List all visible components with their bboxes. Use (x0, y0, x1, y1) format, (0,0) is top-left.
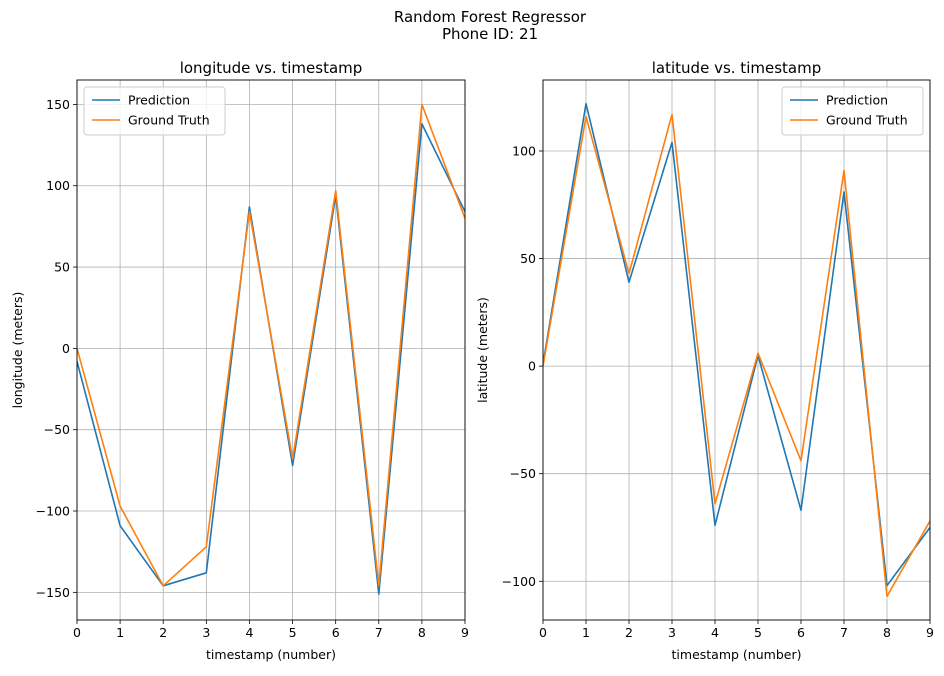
y-tick-label: −50 (44, 422, 70, 437)
y-tick-label: 0 (62, 341, 70, 356)
latitude-chart: 0 1 2 3 4 5 6 7 8 9 −100 −50 0 50 100 latitude vs. time… (475, 59, 934, 662)
x-tick-label: 0 (539, 625, 547, 640)
x-tick-label: 1 (582, 625, 590, 640)
y-tick-label: 50 (54, 260, 70, 275)
suptitle-line-2: Phone ID: 21 (442, 25, 538, 43)
legend-box (781, 86, 924, 136)
x-tick-label: 2 (159, 625, 167, 640)
suptitle-line-1: Random Forest Regressor (394, 8, 587, 26)
y-tick-label: −100 (502, 574, 536, 589)
x-tick-label: 3 (202, 625, 210, 640)
x-axis-label: timestamp (number) (206, 647, 336, 662)
x-tick-label: 8 (418, 625, 426, 640)
y-axis-label: latitude (meters) (475, 297, 490, 403)
x-tick-label: 9 (461, 625, 469, 640)
x-tick-label: 8 (883, 625, 891, 640)
legend-box (83, 86, 226, 136)
series-line-prediction (77, 123, 465, 595)
y-tick-label: 50 (520, 251, 536, 266)
x-tick-label: 7 (840, 625, 848, 640)
x-tick-label: 6 (332, 625, 340, 640)
x-tick-label: 5 (754, 625, 762, 640)
longitude-chart: 0 1 2 3 4 5 6 7 8 9 −150 −100 −50 0 50 100 150 longitude … (10, 59, 469, 662)
chart-title: latitude vs. timestamp (652, 59, 821, 77)
x-tick-label: 3 (668, 625, 676, 640)
series-line-ground-truth (543, 113, 930, 598)
y-tick-label: 100 (46, 178, 70, 193)
x-tick-label: 2 (625, 625, 633, 640)
series-line-prediction (543, 102, 930, 587)
axes-frame (542, 79, 931, 621)
x-tick-label: 1 (116, 625, 124, 640)
y-tick-label: 0 (528, 359, 536, 374)
legend-label: Ground Truth (128, 113, 210, 128)
y-tick-label: 100 (512, 143, 536, 158)
axes-frame (76, 79, 466, 621)
y-axis-label: longitude (meters) (10, 292, 25, 409)
x-tick-label: 9 (926, 625, 934, 640)
x-axis-label: timestamp (number) (672, 647, 802, 662)
x-tick-label: 4 (711, 625, 719, 640)
x-tick-label: 7 (375, 625, 383, 640)
legend-label: Prediction (826, 93, 888, 108)
series-line-ground-truth (77, 103, 465, 587)
y-tick-label: 150 (46, 97, 70, 112)
x-tick-label: 6 (797, 625, 805, 640)
legend: Prediction Ground Truth (781, 86, 924, 136)
y-tick-label: −100 (36, 504, 70, 519)
legend-label: Ground Truth (826, 113, 908, 128)
legend: Prediction Ground Truth (83, 86, 226, 136)
y-tick-label: −50 (510, 466, 536, 481)
x-tick-label: 5 (289, 625, 297, 640)
x-tick-label: 0 (73, 625, 81, 640)
chart-title: longitude vs. timestamp (180, 59, 363, 77)
x-tick-label: 4 (245, 625, 253, 640)
y-tick-label: −150 (36, 585, 70, 600)
legend-label: Prediction (128, 93, 190, 108)
